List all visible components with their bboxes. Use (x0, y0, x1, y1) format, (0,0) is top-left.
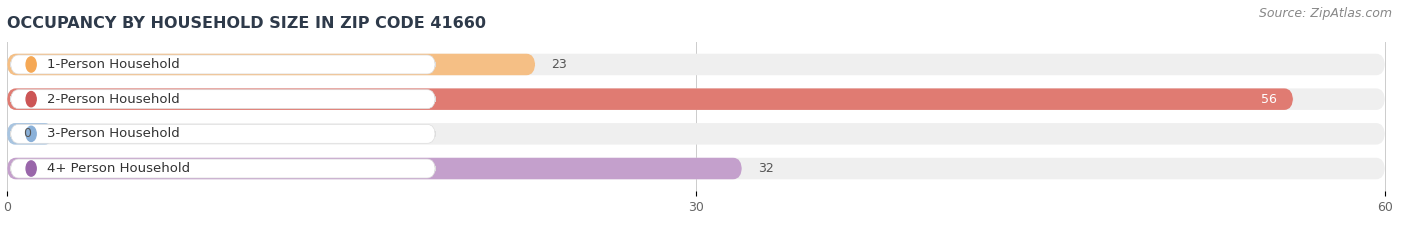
Text: 0: 0 (22, 127, 31, 140)
FancyBboxPatch shape (7, 158, 1385, 179)
FancyBboxPatch shape (7, 123, 53, 145)
Text: Source: ZipAtlas.com: Source: ZipAtlas.com (1258, 7, 1392, 20)
FancyBboxPatch shape (10, 55, 436, 74)
FancyBboxPatch shape (7, 88, 1294, 110)
Circle shape (27, 57, 37, 72)
Text: OCCUPANCY BY HOUSEHOLD SIZE IN ZIP CODE 41660: OCCUPANCY BY HOUSEHOLD SIZE IN ZIP CODE … (7, 16, 486, 31)
FancyBboxPatch shape (10, 159, 436, 178)
Circle shape (27, 92, 37, 107)
Text: 32: 32 (758, 162, 773, 175)
Text: 56: 56 (1261, 93, 1277, 106)
Text: 2-Person Household: 2-Person Household (48, 93, 180, 106)
FancyBboxPatch shape (10, 90, 436, 109)
Text: 23: 23 (551, 58, 567, 71)
Text: 3-Person Household: 3-Person Household (48, 127, 180, 140)
FancyBboxPatch shape (7, 88, 1385, 110)
FancyBboxPatch shape (7, 158, 742, 179)
Circle shape (27, 126, 37, 141)
Text: 4+ Person Household: 4+ Person Household (48, 162, 190, 175)
FancyBboxPatch shape (7, 54, 1385, 75)
Text: 1-Person Household: 1-Person Household (48, 58, 180, 71)
FancyBboxPatch shape (7, 54, 536, 75)
FancyBboxPatch shape (10, 124, 436, 143)
FancyBboxPatch shape (7, 123, 1385, 145)
Circle shape (27, 161, 37, 176)
